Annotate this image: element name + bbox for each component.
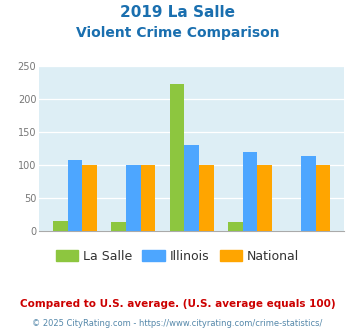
Bar bbox=[111, 222, 126, 231]
Text: Compared to U.S. average. (U.S. average equals 100): Compared to U.S. average. (U.S. average … bbox=[20, 299, 335, 309]
Bar bbox=[257, 165, 272, 231]
Bar bbox=[67, 160, 82, 231]
Bar bbox=[53, 221, 67, 231]
Text: © 2025 CityRating.com - https://www.cityrating.com/crime-statistics/: © 2025 CityRating.com - https://www.city… bbox=[32, 319, 323, 328]
Bar bbox=[170, 84, 184, 231]
Bar bbox=[301, 156, 316, 231]
Bar bbox=[184, 145, 199, 231]
Bar bbox=[199, 165, 214, 231]
Text: Violent Crime Comparison: Violent Crime Comparison bbox=[76, 26, 279, 40]
Bar bbox=[243, 152, 257, 231]
Bar bbox=[126, 165, 141, 231]
Text: 2019 La Salle: 2019 La Salle bbox=[120, 5, 235, 20]
Bar bbox=[316, 165, 331, 231]
Legend: La Salle, Illinois, National: La Salle, Illinois, National bbox=[51, 245, 304, 268]
Bar bbox=[82, 165, 97, 231]
Bar bbox=[228, 222, 243, 231]
Bar bbox=[141, 165, 155, 231]
